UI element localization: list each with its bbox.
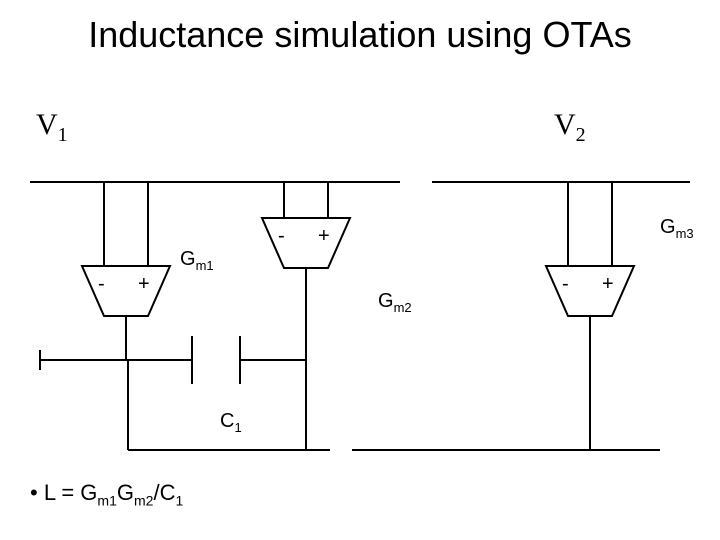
ota1-plus: +: [138, 273, 150, 295]
ota1-body: [82, 266, 170, 316]
ota3-minus: -: [562, 273, 569, 295]
ota2-minus: -: [278, 225, 285, 247]
ota2-body: [262, 218, 350, 268]
circuit-diagram: - + - + - +: [0, 0, 720, 540]
ota3-body: [546, 266, 634, 316]
ota2-plus: +: [318, 225, 330, 247]
ota3-plus: +: [602, 273, 614, 295]
ota1-minus: -: [98, 273, 105, 295]
